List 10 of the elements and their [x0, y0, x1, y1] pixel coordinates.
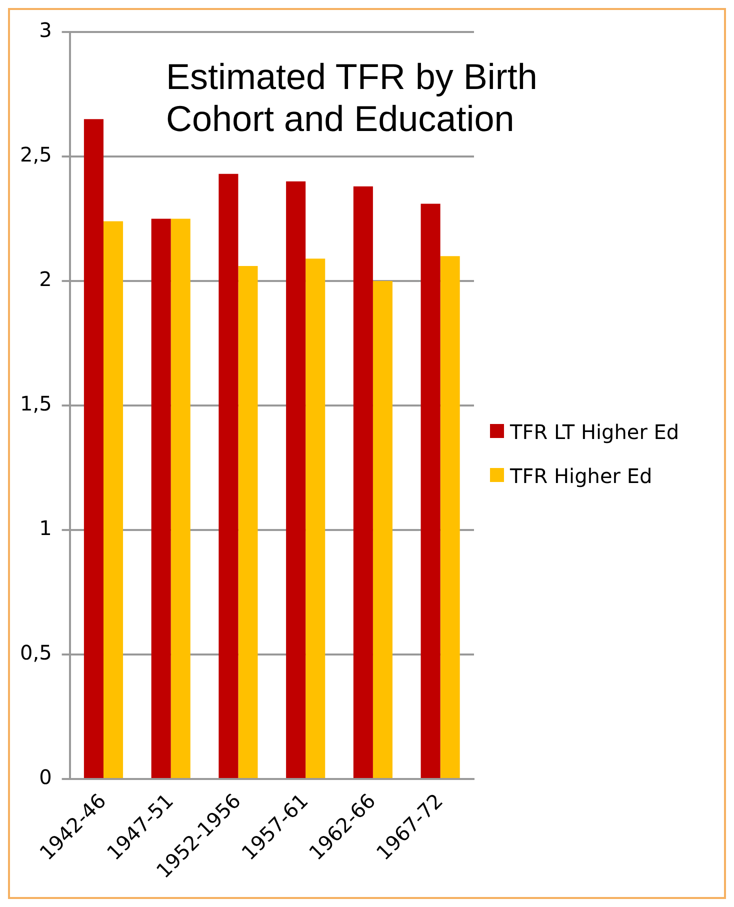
y-tick-label: 1 [39, 516, 52, 540]
legend-label: TFR LT Higher Ed [510, 418, 680, 444]
y-tick-label: 1,5 [20, 392, 52, 416]
text: Estimated TFR by Birth Cohort and Education [166, 56, 538, 140]
y-tick-label: 2 [39, 267, 52, 292]
y-tick-label: 2,5 [20, 142, 52, 167]
y-tick-label: 3 [39, 18, 52, 42]
y-tick-label: 0,5 [20, 640, 52, 665]
legend-label: TFR Higher Ed [510, 462, 652, 488]
y-tick-label: 0 [39, 765, 52, 790]
